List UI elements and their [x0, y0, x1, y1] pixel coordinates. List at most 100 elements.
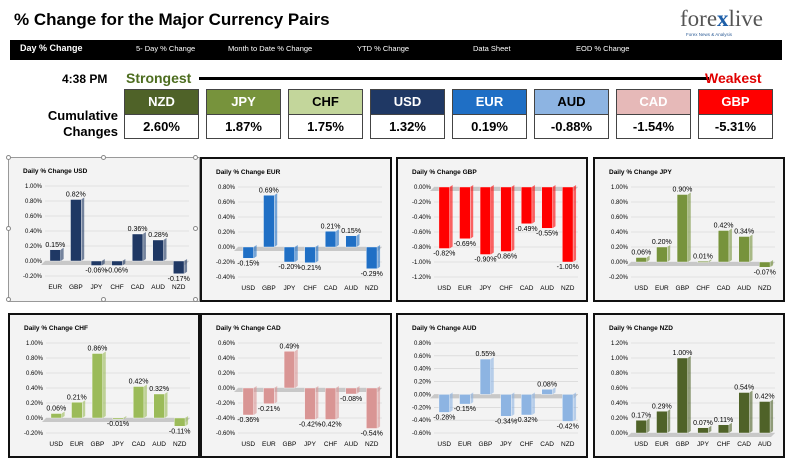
y-tick-label: 0.60%: [611, 215, 629, 221]
bar: [70, 199, 82, 262]
ranking-line: [199, 77, 709, 80]
data-label: -0.54%: [361, 431, 383, 438]
data-label: -0.21%: [299, 265, 321, 272]
y-tick-label: -0.40%: [216, 275, 236, 281]
bar: [90, 260, 102, 266]
bar: [738, 236, 750, 263]
tab-data-sheet[interactable]: Data Sheet: [473, 44, 511, 53]
resize-handle[interactable]: [6, 297, 11, 302]
x-category-label: AUD: [344, 285, 358, 292]
bar: [174, 417, 186, 427]
x-category-label: USD: [241, 285, 255, 292]
bar-side: [667, 245, 671, 262]
bar-side: [253, 245, 257, 259]
data-label: -0.29%: [361, 271, 383, 278]
x-category-label: CHF: [717, 441, 730, 448]
resize-handle[interactable]: [193, 297, 198, 302]
chart-title: Daily % Change CHF: [24, 325, 88, 332]
resize-handle[interactable]: [101, 297, 106, 302]
y-tick-label: -1.00%: [412, 260, 432, 266]
y-tick-label: 0.80%: [414, 341, 432, 347]
y-tick-label: 0.60%: [26, 371, 44, 377]
data-label: -1.00%: [557, 264, 579, 271]
currency-box-aud: AUD -0.88%: [534, 89, 609, 139]
y-tick-label: 0.40%: [25, 229, 43, 235]
x-category-label: GBP: [479, 441, 493, 448]
bar: [759, 401, 771, 434]
resize-handle[interactable]: [6, 226, 11, 231]
chart-floor: [627, 262, 775, 266]
chart-panel-aud[interactable]: 0.80% 0.60% 0.40% 0.20% 0.00% -0.20% -0.40% -0.…: [396, 313, 588, 458]
chart-panel-gbp[interactable]: 0.00% -0.20% -0.40% -0.60% -0.80% -1.00% -1.20…: [396, 157, 588, 302]
bar: [459, 186, 471, 239]
x-category-label: CAD: [540, 441, 554, 448]
y-tick-label: 0.40%: [26, 386, 44, 392]
resize-handle[interactable]: [6, 155, 11, 160]
bar: [562, 186, 574, 263]
tab-ytd-change[interactable]: YTD % Change: [357, 44, 410, 53]
y-tick-label: 0.20%: [414, 380, 432, 386]
bar-chart: 1.20% 1.00% 0.80% 0.60% 0.40% 0.20% 0.00% 0.17%…: [611, 341, 775, 448]
resize-handle[interactable]: [193, 155, 198, 160]
bar: [366, 387, 378, 429]
y-tick-label: -1.20%: [412, 275, 432, 281]
nav-bar: Day % Change 5- Day % Change Month to Da…: [10, 40, 782, 60]
bar-chart: 1.00% 0.80% 0.60% 0.40% 0.20% 0.00% -0.20% 0.06…: [609, 185, 776, 292]
data-label: 0.20%: [652, 239, 672, 246]
data-label: -0.69%: [454, 241, 476, 248]
y-tick-label: -0.40%: [412, 215, 432, 221]
resize-handle[interactable]: [101, 155, 106, 160]
currency-code: GBP: [699, 90, 772, 114]
bar: [173, 260, 185, 274]
y-tick-label: -0.60%: [412, 431, 432, 437]
bar: [71, 402, 83, 419]
x-category-label: AUD: [151, 284, 165, 291]
bar: [676, 357, 688, 434]
bar: [541, 186, 553, 229]
chart-panel-jpy[interactable]: 1.00% 0.80% 0.60% 0.40% 0.20% 0.00% -0.20% 0.06…: [593, 157, 785, 302]
x-category-label: USD: [49, 441, 63, 448]
tab-eod-change[interactable]: EOD % Change: [576, 44, 630, 53]
chart-panel-cad[interactable]: 0.60% 0.40% 0.20% 0.00% -0.20% -0.40% -0.60% -0…: [200, 313, 392, 458]
data-label: 0.17%: [631, 412, 651, 419]
x-category-label: CAD: [132, 441, 146, 448]
y-tick-label: 0.80%: [611, 200, 629, 206]
data-label: 0.86%: [87, 346, 107, 353]
bar-side: [449, 392, 453, 413]
bar: [111, 260, 123, 266]
bar-chart: 0.00% -0.20% -0.40% -0.60% -0.80% -1.00% -1.20…: [412, 185, 579, 292]
tab-5-day-change[interactable]: 5- Day % Change: [136, 44, 196, 53]
logo-tagline: Forex News & Analysis: [686, 32, 733, 37]
bar-side: [552, 387, 556, 395]
bar-chart: 0.80%0.60%0.40%0.20%0.00%-0.20%-0.40%-0.…: [412, 341, 579, 448]
time-label: 4:38 PM: [62, 72, 108, 86]
x-category-label: CAD: [737, 441, 751, 448]
tab-day-change[interactable]: Day % Change: [20, 43, 83, 53]
resize-handle[interactable]: [193, 226, 198, 231]
logo-text-a: fore: [680, 6, 718, 31]
chart-panel-nzd[interactable]: 1.20% 1.00% 0.80% 0.60% 0.40% 0.20% 0.00% 0.17%…: [593, 313, 785, 458]
data-label: -0.34%: [495, 418, 517, 425]
bar: [438, 394, 450, 413]
tab-month-to-date-change[interactable]: Month to Date % Change: [228, 44, 313, 53]
x-category-label: GBP: [676, 441, 690, 448]
bar: [325, 387, 337, 420]
x-category-label: EUR: [655, 285, 669, 292]
bar-side: [728, 228, 732, 262]
bar-side: [511, 392, 515, 417]
y-tick-label: 0.00%: [611, 431, 629, 437]
data-label: 0.49%: [279, 343, 299, 350]
chart-panel-chf[interactable]: 1.00% 0.80% 0.60% 0.40% 0.20% 0.00% -0.20% 0.06…: [8, 313, 200, 458]
bar: [152, 239, 164, 262]
bar-side: [315, 245, 319, 263]
chart-panel-usd[interactable]: 1.00% 0.80% 0.60% 0.40% 0.20% 0.00% -0.20% 0.15…: [6, 155, 200, 302]
y-tick-label: 0.60%: [218, 341, 236, 347]
data-label: 0.34%: [734, 229, 754, 236]
bar: [153, 393, 165, 419]
y-tick-label: 0.60%: [218, 200, 236, 206]
logo-text-x: x: [717, 6, 729, 31]
data-label: 0.06%: [46, 406, 66, 413]
chart-panel-eur[interactable]: 0.80% 0.60% 0.40% 0.20% 0.00% -0.20% -0.40% -0.…: [200, 157, 392, 302]
currency-cumulative-value: 1.32%: [371, 114, 444, 138]
bar-side: [61, 411, 65, 418]
